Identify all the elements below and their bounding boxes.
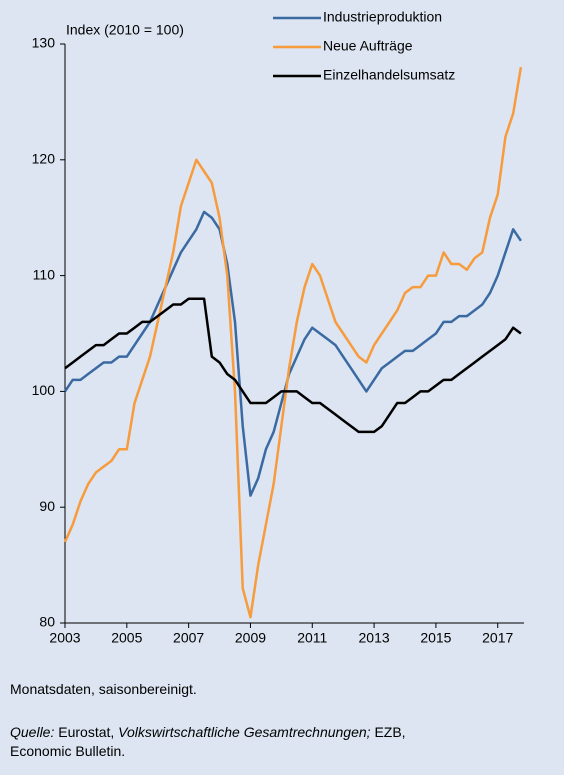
series-line bbox=[63, 66, 523, 619]
series-line bbox=[63, 210, 522, 497]
chart: Index (2010 = 100) 80 90 100 110 120 130 2003 2… bbox=[32, 9, 524, 646]
x-tick-label: 2013 bbox=[359, 630, 390, 646]
series-line bbox=[64, 297, 522, 434]
source: Quelle: Eurostat, Volkswirtschaftliche G… bbox=[10, 723, 406, 761]
x-tick-label: 2003 bbox=[49, 630, 80, 646]
y-tick-label: 120 bbox=[32, 151, 56, 167]
y-tick-label: 100 bbox=[32, 382, 56, 398]
x-tick-label: 2017 bbox=[482, 630, 513, 646]
source-text: Economic Bulletin. bbox=[10, 743, 126, 759]
x-tick-label: 2011 bbox=[297, 630, 327, 646]
legend-label: Industrieproduktion bbox=[323, 9, 442, 25]
source-text: EZB, bbox=[374, 724, 406, 740]
y-axis-label: Index (2010 = 100) bbox=[66, 22, 184, 38]
y-tick-label: 80 bbox=[39, 614, 55, 630]
source-text: Volkswirtschaftliche Gesamtrechnungen; bbox=[118, 724, 371, 740]
legend-label: Einzelhandelsumsatz bbox=[323, 67, 455, 83]
source-label: Quelle: bbox=[10, 724, 55, 740]
y-tick-label: 90 bbox=[39, 498, 55, 514]
source-text: Eurostat, bbox=[58, 724, 115, 740]
legend-label: Neue Aufträge bbox=[323, 38, 413, 54]
x-tick-label: 2007 bbox=[173, 630, 204, 646]
x-tick-label: 2009 bbox=[235, 630, 266, 646]
note: Monatsdaten, saisonbereinigt. bbox=[10, 681, 197, 697]
y-tick-label: 110 bbox=[33, 266, 56, 282]
y-tick-label: 130 bbox=[32, 35, 56, 51]
x-tick-label: 2005 bbox=[111, 630, 142, 646]
x-tick-label: 2015 bbox=[420, 630, 451, 646]
